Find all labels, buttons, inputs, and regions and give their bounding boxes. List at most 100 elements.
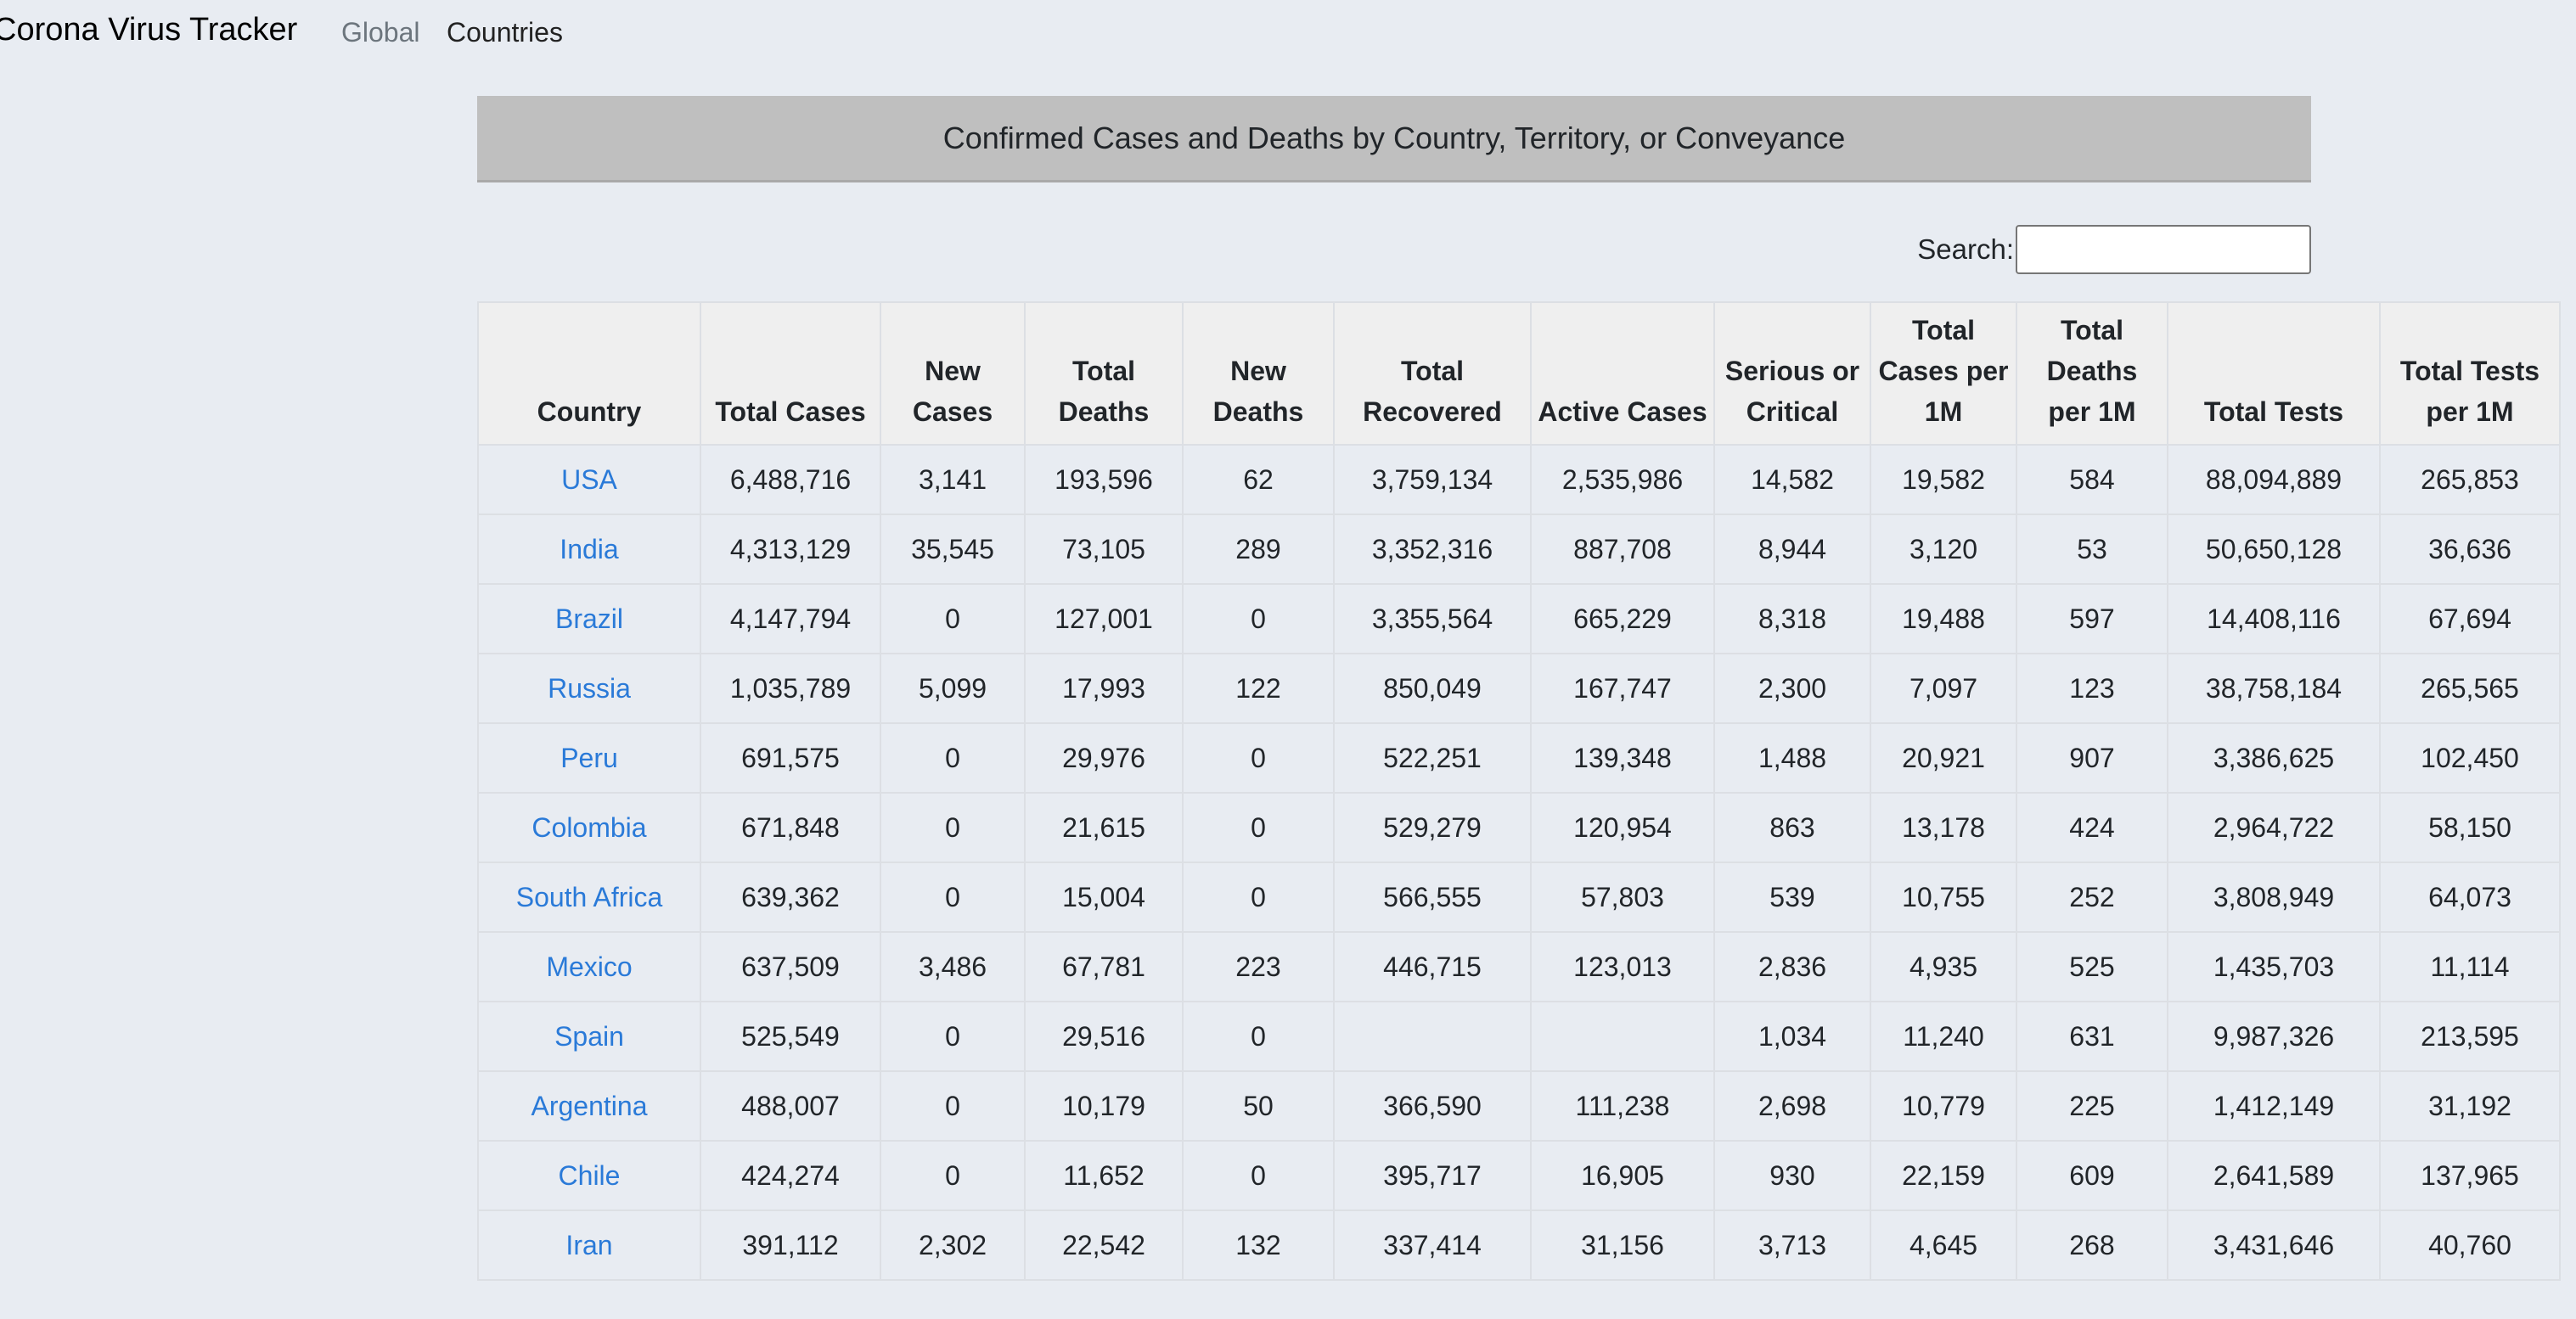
column-header[interactable]: Serious or Critical xyxy=(1713,301,1871,446)
table-cell: 671,848 xyxy=(700,792,881,863)
table-cell: 525,549 xyxy=(700,1001,881,1072)
table-cell: 123,013 xyxy=(1530,931,1715,1002)
table-row: Mexico 637,509 3,486 67,781 223 446,715 123,01… xyxy=(477,931,2561,1002)
nav-link-countries[interactable]: Countries xyxy=(447,17,563,48)
country-link[interactable]: Argentina xyxy=(477,1070,701,1142)
column-header[interactable]: Total Tests xyxy=(2167,301,2381,446)
table-cell: 2,300 xyxy=(1713,653,1871,724)
table-cell: 11,114 xyxy=(2379,931,2561,1002)
table-cell: 691,575 xyxy=(700,722,881,794)
table-cell: 265,565 xyxy=(2379,653,2561,724)
country-link[interactable]: Spain xyxy=(477,1001,701,1072)
table-cell: 17,993 xyxy=(1024,653,1184,724)
column-header[interactable]: New Deaths xyxy=(1182,301,1335,446)
table-cell: 4,147,794 xyxy=(700,583,881,654)
table-cell: 88,094,889 xyxy=(2167,444,2381,515)
country-link[interactable]: Colombia xyxy=(477,792,701,863)
table-row: Peru 691,575 0 29,976 0 522,251 139,348 1,488 20… xyxy=(477,722,2561,794)
table-cell: 6,488,716 xyxy=(700,444,881,515)
table-cell: 863 xyxy=(1713,792,1871,863)
column-header[interactable]: Total Deaths per 1M xyxy=(2016,301,2168,446)
table-cell: 637,509 xyxy=(700,931,881,1002)
table-cell: 50 xyxy=(1182,1070,1335,1142)
table-cell: 1,488 xyxy=(1713,722,1871,794)
table-cell: 0 xyxy=(880,862,1026,933)
table-cell: 122 xyxy=(1182,653,1335,724)
countries-table: Country Total Cases New Cases Total Deaths N… xyxy=(477,301,2561,1281)
column-header[interactable]: Total Tests per 1M xyxy=(2379,301,2561,446)
country-link[interactable]: Russia xyxy=(477,653,701,724)
table-row: USA 6,488,716 3,141 193,596 62 3,759,134 2,535… xyxy=(477,444,2561,515)
table-cell: 8,944 xyxy=(1713,514,1871,585)
table-cell: 29,516 xyxy=(1024,1001,1184,1072)
country-link[interactable]: USA xyxy=(477,444,701,515)
table-cell: 22,159 xyxy=(1870,1140,2017,1211)
column-header[interactable]: Active Cases xyxy=(1530,301,1715,446)
table-cell: 3,759,134 xyxy=(1333,444,1532,515)
column-header[interactable]: New Cases xyxy=(880,301,1026,446)
table-cell: 0 xyxy=(880,1070,1026,1142)
table-cell: 0 xyxy=(1182,1140,1335,1211)
country-link[interactable]: Iran xyxy=(477,1210,701,1281)
table-cell: 395,717 xyxy=(1333,1140,1532,1211)
column-header[interactable]: Total Cases xyxy=(700,301,881,446)
column-header[interactable]: Country xyxy=(477,301,701,446)
table-cell: 73,105 xyxy=(1024,514,1184,585)
search-label: Search: xyxy=(1917,233,2014,265)
table-cell: 139,348 xyxy=(1530,722,1715,794)
table-cell: 22,542 xyxy=(1024,1210,1184,1281)
country-link[interactable]: Chile xyxy=(477,1140,701,1211)
table-cell: 0 xyxy=(1182,583,1335,654)
table-cell: 40,760 xyxy=(2379,1210,2561,1281)
table-cell xyxy=(1333,1001,1532,1072)
table-cell: 584 xyxy=(2016,444,2168,515)
table-cell: 9,987,326 xyxy=(2167,1001,2381,1072)
table-cell: 1,035,789 xyxy=(700,653,881,724)
table-cell: 14,582 xyxy=(1713,444,1871,515)
country-link[interactable]: Brazil xyxy=(477,583,701,654)
table-cell: 67,781 xyxy=(1024,931,1184,1002)
table-cell: 631 xyxy=(2016,1001,2168,1072)
table-cell: 2,641,589 xyxy=(2167,1140,2381,1211)
country-link[interactable]: Mexico xyxy=(477,931,701,1002)
table-header-row: Country Total Cases New Cases Total Deaths N… xyxy=(477,301,2561,446)
column-header[interactable]: Total Deaths xyxy=(1024,301,1184,446)
table-cell: 597 xyxy=(2016,583,2168,654)
country-link[interactable]: India xyxy=(477,514,701,585)
table-cell: 0 xyxy=(1182,722,1335,794)
table-cell: 11,652 xyxy=(1024,1140,1184,1211)
table-cell: 366,590 xyxy=(1333,1070,1532,1142)
search-container: Search: xyxy=(1917,225,2311,274)
table-cell: 4,645 xyxy=(1870,1210,2017,1281)
table-cell: 57,803 xyxy=(1530,862,1715,933)
brand-title[interactable]: Corona Virus Tracker xyxy=(0,12,298,48)
table-cell: 3,431,646 xyxy=(2167,1210,2381,1281)
search-input[interactable] xyxy=(2016,225,2311,274)
column-header[interactable]: Total Recovered xyxy=(1333,301,1532,446)
table-cell: 0 xyxy=(880,792,1026,863)
table-cell: 609 xyxy=(2016,1140,2168,1211)
table-cell: 36,636 xyxy=(2379,514,2561,585)
table-cell: 111,238 xyxy=(1530,1070,1715,1142)
table-cell: 50,650,128 xyxy=(2167,514,2381,585)
country-link[interactable]: Peru xyxy=(477,722,701,794)
table-cell: 529,279 xyxy=(1333,792,1532,863)
table-cell: 58,150 xyxy=(2379,792,2561,863)
table-cell: 3,386,625 xyxy=(2167,722,2381,794)
table-cell: 19,488 xyxy=(1870,583,2017,654)
table-cell: 0 xyxy=(880,722,1026,794)
column-header[interactable]: Total Cases per 1M xyxy=(1870,301,2017,446)
table-cell: 21,615 xyxy=(1024,792,1184,863)
page-title: Confirmed Cases and Deaths by Country, T… xyxy=(477,96,2311,182)
table-cell: 3,352,316 xyxy=(1333,514,1532,585)
country-link[interactable]: South Africa xyxy=(477,862,701,933)
table-cell: 31,156 xyxy=(1530,1210,1715,1281)
table-cell: 1,435,703 xyxy=(2167,931,2381,1002)
table-cell xyxy=(1530,1001,1715,1072)
table-row: Iran 391,112 2,302 22,542 132 337,414 31,156 3,… xyxy=(477,1210,2561,1281)
table-cell: 930 xyxy=(1713,1140,1871,1211)
table-cell: 20,921 xyxy=(1870,722,2017,794)
nav-link-global[interactable]: Global xyxy=(341,17,420,48)
table-cell: 67,694 xyxy=(2379,583,2561,654)
table-cell: 268 xyxy=(2016,1210,2168,1281)
